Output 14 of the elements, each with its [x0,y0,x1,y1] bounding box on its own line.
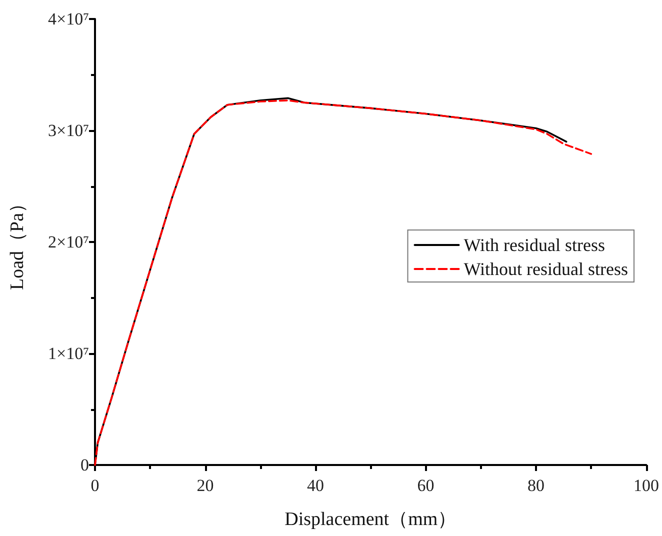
y-tick-label: 2×10⁷ [48,232,90,252]
x-axis-title: Displacement（mm） [284,509,457,530]
y-tick-label: 4×10⁷ [48,10,90,28]
legend-label: Without residual stress [464,259,628,279]
y-tick-label: 0 [80,456,89,474]
y-axis-title: Load（Pa） [7,194,28,290]
x-tick-label: 20 [196,476,214,495]
legend-label: With residual stress [464,235,605,255]
x-tick-label: 60 [417,476,434,495]
y-tick-label: 1×10⁷ [48,344,90,363]
x-tick-label: 40 [307,476,324,495]
x-tick-label: 100 [634,476,659,495]
x-tick-label: 80 [528,476,544,495]
y-tick-label: 3×10⁷ [48,121,90,140]
